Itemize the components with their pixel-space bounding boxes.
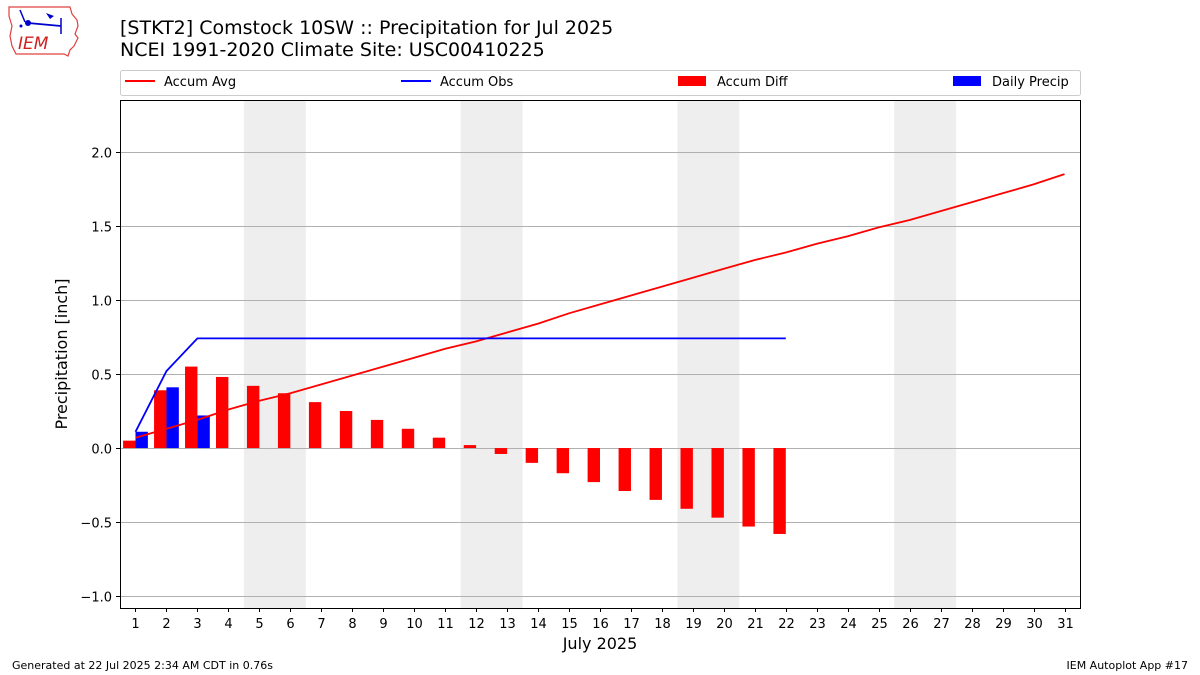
accum-diff-bar <box>246 385 260 449</box>
legend: Accum Avg Accum Obs Accum Diff Daily Precip <box>120 70 1081 96</box>
title-line-1: [STKT2] Comstock 10SW :: Precipitation f… <box>120 17 614 39</box>
x-tick-label: 1 <box>131 617 139 632</box>
x-axis: 1 2 3 4 5 6 7 8 9 10 11 12 13 14 15 16 17 18 19 20 21 22 23 24 2… <box>131 608 1074 632</box>
accum-diff-bar <box>773 448 786 534</box>
accum-obs-line <box>134 337 786 433</box>
accum-diff-bar <box>308 402 322 449</box>
x-tick-label: 3 <box>193 617 201 632</box>
accum-diff-bar <box>494 448 508 454</box>
x-tick-label: 27 <box>933 617 950 632</box>
x-tick-label: 25 <box>871 617 888 632</box>
y-tick-label: −0.5 <box>80 517 112 532</box>
accum-diff-bar <box>185 366 198 449</box>
accum-diff-bar <box>556 448 570 474</box>
accum-diff-bar <box>587 448 600 483</box>
grid-lines <box>120 152 1080 597</box>
x-tick-label: 13 <box>499 617 516 632</box>
y-axis: −1.0 −0.5 0.0 0.5 1.0 1.5 2.0 <box>80 147 120 606</box>
weekend-band <box>460 100 523 608</box>
accum-diff-bar <box>339 411 353 449</box>
accum-diff-bar <box>680 448 693 509</box>
accum-diff-bar <box>711 448 724 518</box>
legend-accum-diff-label: Accum Diff <box>717 75 789 90</box>
x-tick-label: 17 <box>623 617 640 632</box>
x-tick-label: 11 <box>437 617 454 632</box>
x-axis-label: July 2025 <box>562 634 638 653</box>
x-tick-label: 16 <box>592 617 609 632</box>
x-tick-label: 12 <box>468 617 485 632</box>
x-tick-label: 23 <box>809 617 826 632</box>
y-tick-label: 2.0 <box>91 147 112 162</box>
accum-diff-bar <box>123 440 136 449</box>
weekend-band <box>243 100 306 608</box>
accum-diff-bar <box>525 448 539 463</box>
x-tick-label: 2 <box>162 617 170 632</box>
legend-accum-diff-swatch <box>678 76 706 86</box>
x-tick-label: 15 <box>561 617 578 632</box>
accum-avg-line <box>135 173 1065 439</box>
iem-logo: IEM <box>6 4 82 60</box>
chart-title: [STKT2] Comstock 10SW :: Precipitation f… <box>120 17 613 61</box>
x-tick-label: 6 <box>286 617 294 632</box>
accum-diff-bar <box>401 428 415 449</box>
x-tick-label: 10 <box>406 617 423 632</box>
weekend-band <box>677 100 740 608</box>
x-tick-label: 20 <box>716 617 733 632</box>
x-tick-label: 9 <box>379 617 387 632</box>
y-tick-label: 0.0 <box>91 443 112 458</box>
y-tick-label: 1.0 <box>91 295 112 310</box>
y-tick-label: 0.5 <box>91 369 112 384</box>
weekend-shading <box>243 100 957 608</box>
x-tick-label: 8 <box>348 617 356 632</box>
x-tick-label: 5 <box>255 617 263 632</box>
x-tick-label: 30 <box>1026 617 1043 632</box>
accum-diff-bar <box>463 445 477 449</box>
y-tick-label: −1.0 <box>80 591 112 606</box>
x-tick-label: 18 <box>654 617 671 632</box>
bars <box>123 366 786 534</box>
x-tick-label: 29 <box>995 617 1012 632</box>
legend-accum-obs-label: Accum Obs <box>440 75 513 90</box>
legend-daily-precip-swatch <box>953 76 981 86</box>
accum-diff-bar <box>277 393 291 449</box>
legend-daily-precip-label: Daily Precip <box>992 75 1069 90</box>
daily-precip-bar <box>166 387 179 449</box>
accum-diff-bar <box>154 390 167 449</box>
x-tick-label: 21 <box>747 617 764 632</box>
x-tick-label: 22 <box>778 617 795 632</box>
x-tick-label: 24 <box>840 617 857 632</box>
title-line-2: NCEI 1991-2020 Climate Site: USC00410225 <box>120 39 545 61</box>
generated-timestamp: Generated at 22 Jul 2025 2:34 AM CDT in … <box>12 659 273 672</box>
y-tick-label: 1.5 <box>91 221 112 236</box>
accum-diff-bar <box>742 448 755 527</box>
x-tick-label: 4 <box>224 617 232 632</box>
weekend-band <box>894 100 957 608</box>
x-tick-label: 26 <box>902 617 919 632</box>
accum-diff-bar <box>370 419 384 449</box>
accum-diff-bar <box>649 448 662 500</box>
series-lines <box>134 173 1065 439</box>
x-tick-label: 28 <box>964 617 981 632</box>
x-tick-label: 7 <box>317 617 325 632</box>
legend-accum-avg-label: Accum Avg <box>164 75 236 90</box>
logo-text: IEM <box>18 34 49 54</box>
accum-diff-bar <box>432 437 446 449</box>
app-id-label: IEM Autoplot App #17 <box>1066 659 1189 672</box>
x-tick-label: 31 <box>1057 617 1074 632</box>
legend-box <box>120 70 1081 96</box>
daily-precip-bar <box>197 415 210 449</box>
accum-diff-bar <box>618 448 631 491</box>
x-tick-label: 14 <box>530 617 547 632</box>
x-tick-label: 19 <box>685 617 702 632</box>
y-axis-label: Precipitation [inch] <box>52 278 71 429</box>
